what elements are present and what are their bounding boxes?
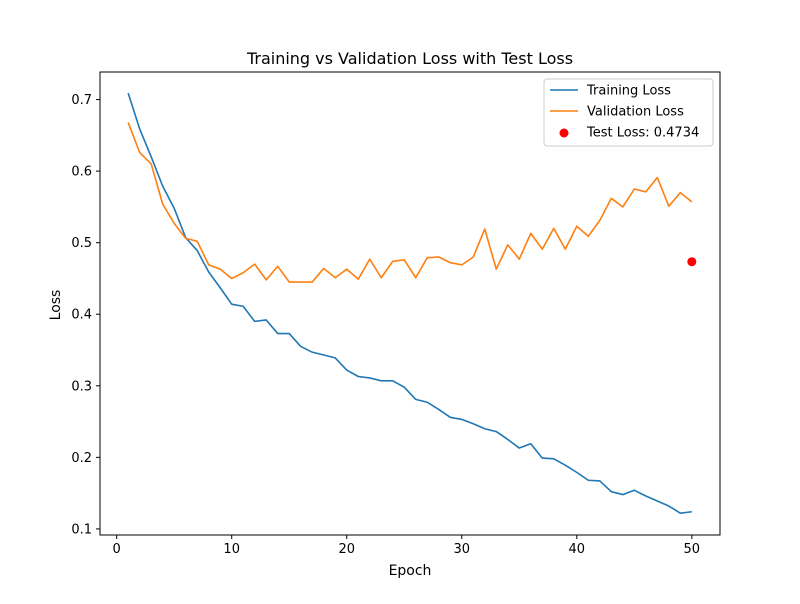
legend-box (543, 78, 714, 147)
y-tick-label: 0.6 (71, 165, 92, 180)
x-tick-label: 10 (223, 542, 240, 557)
x-tick-label: 30 (453, 542, 470, 557)
validation-loss-line (127, 122, 693, 283)
x-tick-label: 20 (338, 542, 355, 557)
legend-label: Test Loss: 0.4734 (586, 126, 699, 141)
chart-title: Training vs Validation Loss with Test Lo… (246, 49, 573, 68)
y-axis-label: Loss (48, 290, 64, 321)
axis-ticks: 0 10 20 30 40 50 0.1 0.2 0.3 0.4 0.5 0.6 0.7 (71, 93, 700, 557)
x-axis-label: Epoch (389, 563, 432, 579)
y-tick-label: 0.4 (71, 308, 92, 323)
y-tick-label: 0.5 (71, 236, 92, 251)
x-tick-label: 40 (569, 542, 586, 557)
y-tick-label: 0.2 (71, 451, 92, 466)
x-tick-label: 0 (113, 542, 121, 557)
training-loss-line (127, 92, 692, 514)
plot-frame (99, 71, 721, 536)
legend-label: Training Loss (586, 84, 671, 99)
test-loss-point (687, 257, 697, 267)
legend-label: Validation Loss (587, 105, 684, 120)
legend-swatch-point (559, 128, 569, 138)
points-layer (687, 257, 697, 267)
series-layer (127, 92, 693, 514)
y-tick-label: 0.1 (71, 522, 92, 537)
legend: Training Loss Validation Loss Test Loss: 0… (543, 78, 714, 147)
y-tick-label: 0.7 (71, 93, 92, 108)
y-tick-label: 0.3 (71, 379, 92, 394)
x-tick-label: 50 (684, 542, 701, 557)
